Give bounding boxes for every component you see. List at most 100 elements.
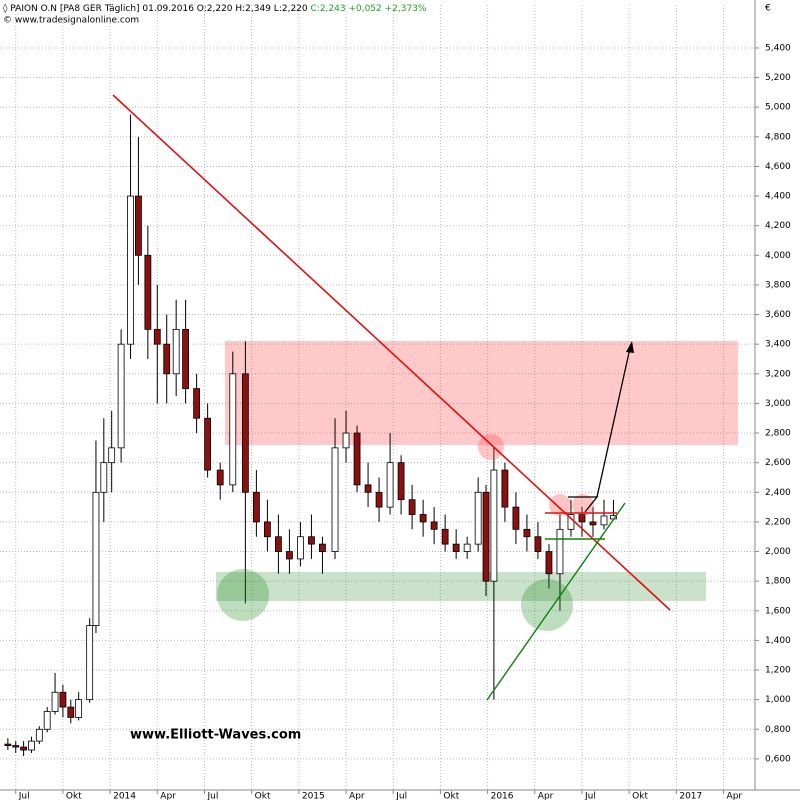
candle-body <box>51 691 59 712</box>
candle-body <box>204 417 212 471</box>
y-tick-label: 4,200 <box>765 221 791 231</box>
resistance-circle <box>478 434 504 460</box>
candle-body <box>75 699 83 718</box>
candle-body <box>135 195 142 256</box>
candle-body <box>216 469 224 486</box>
y-tick-label: 3,400 <box>765 340 791 350</box>
x-tick-label: Okt <box>66 792 82 800</box>
uptrend-line <box>486 502 626 701</box>
candle-body <box>375 491 383 508</box>
projection-arrow <box>596 347 631 498</box>
y-tick-label: 0,600 <box>765 754 791 764</box>
candle-body <box>229 373 237 486</box>
candle-body <box>4 743 12 746</box>
candle-body <box>193 388 201 419</box>
candle-body <box>430 521 438 530</box>
candle-body <box>490 469 498 582</box>
candle-body <box>545 551 553 575</box>
candle-body <box>578 514 586 523</box>
x-tick-label: Okt <box>443 792 459 800</box>
candle-body <box>397 462 405 501</box>
candle-body <box>308 536 315 545</box>
resistance-zone <box>225 341 738 445</box>
candle-body <box>463 543 471 552</box>
y-tick-label: 3,800 <box>765 280 791 290</box>
x-tick-label: Apr <box>349 792 365 800</box>
support-circle <box>217 569 269 621</box>
candle-body <box>144 254 152 330</box>
candle-body <box>408 499 416 515</box>
candle-body <box>241 373 249 493</box>
y-tick-label: 5,200 <box>765 73 791 83</box>
x-tick-label: 2015 <box>302 792 325 800</box>
candle-body <box>319 543 326 552</box>
candle-body <box>297 536 304 560</box>
candle-body <box>263 521 271 538</box>
x-tick-label: Apr <box>538 792 554 800</box>
y-tick-label: 2,200 <box>765 517 791 527</box>
candle-body <box>59 691 67 708</box>
currency-label: € <box>765 4 771 14</box>
candle-body <box>534 536 542 552</box>
candle-body <box>108 447 116 464</box>
watermark: www.Elliott-Waves.com <box>130 728 301 743</box>
candle-body <box>182 328 190 390</box>
candle-body <box>12 745 20 748</box>
candle-body <box>364 484 372 493</box>
arrow-head <box>626 341 634 353</box>
candle-body <box>474 491 482 545</box>
y-tick-label: 1,000 <box>765 695 791 705</box>
candle-body <box>275 536 282 552</box>
x-tick-label: Jul <box>206 792 218 800</box>
y-tick-label: 3,200 <box>765 369 791 379</box>
chart-title: ◊ PAION O.N [PA8 GER Täglich] 01.09.2016… <box>3 3 427 14</box>
x-tick-label: Jul <box>395 792 407 800</box>
candle-body <box>556 528 564 575</box>
support-zone <box>216 572 706 601</box>
candle-body <box>342 432 350 449</box>
candle-body <box>523 528 531 538</box>
candle-body <box>153 328 161 345</box>
candle-body <box>100 462 108 493</box>
x-tick-label: Apr <box>727 792 743 800</box>
candle-body <box>252 491 260 523</box>
candle-body <box>92 491 100 626</box>
x-tick-label: Okt <box>632 792 648 800</box>
y-tick-label: 1,800 <box>765 577 791 587</box>
y-tick-label: 4,600 <box>765 162 791 172</box>
candle-body <box>127 195 134 345</box>
support-circle <box>521 579 573 631</box>
x-tick-label: Jul <box>18 792 30 800</box>
candle-body <box>512 506 520 530</box>
candle-body <box>501 469 509 508</box>
y-tick-label: 1,400 <box>765 636 791 646</box>
candle-body <box>28 740 35 751</box>
x-tick-label: 2016 <box>491 792 514 800</box>
resistance-circle <box>572 494 594 516</box>
grid <box>0 5 755 790</box>
candle-body <box>86 625 94 701</box>
x-tick-label: Okt <box>255 792 271 800</box>
y-tick-label: 3,000 <box>765 399 791 409</box>
y-tick-label: 5,400 <box>765 43 791 53</box>
title: ◊ PAION O.N [PA8 GER Täglich] 01.09.2016… <box>3 3 308 14</box>
candle-body <box>331 447 339 552</box>
candle-body <box>43 711 51 730</box>
subtitle: C:2,243 +0,052 +2,373% <box>311 4 427 14</box>
y-tick-label: 2,400 <box>765 488 791 498</box>
candle-body <box>482 491 490 582</box>
candle-body <box>353 432 361 486</box>
candle-body <box>117 343 125 449</box>
candle-body <box>163 343 171 375</box>
candle-body <box>35 728 43 742</box>
candle-body <box>600 515 608 526</box>
candles <box>4 114 617 756</box>
y-tick-label: 2,600 <box>765 458 791 468</box>
y-tick-label: 0,800 <box>765 725 791 735</box>
y-tick-label: 5,000 <box>765 103 791 113</box>
downtrend-line <box>112 94 671 611</box>
candle-body <box>386 462 394 508</box>
y-tick-label: 1,200 <box>765 666 791 676</box>
